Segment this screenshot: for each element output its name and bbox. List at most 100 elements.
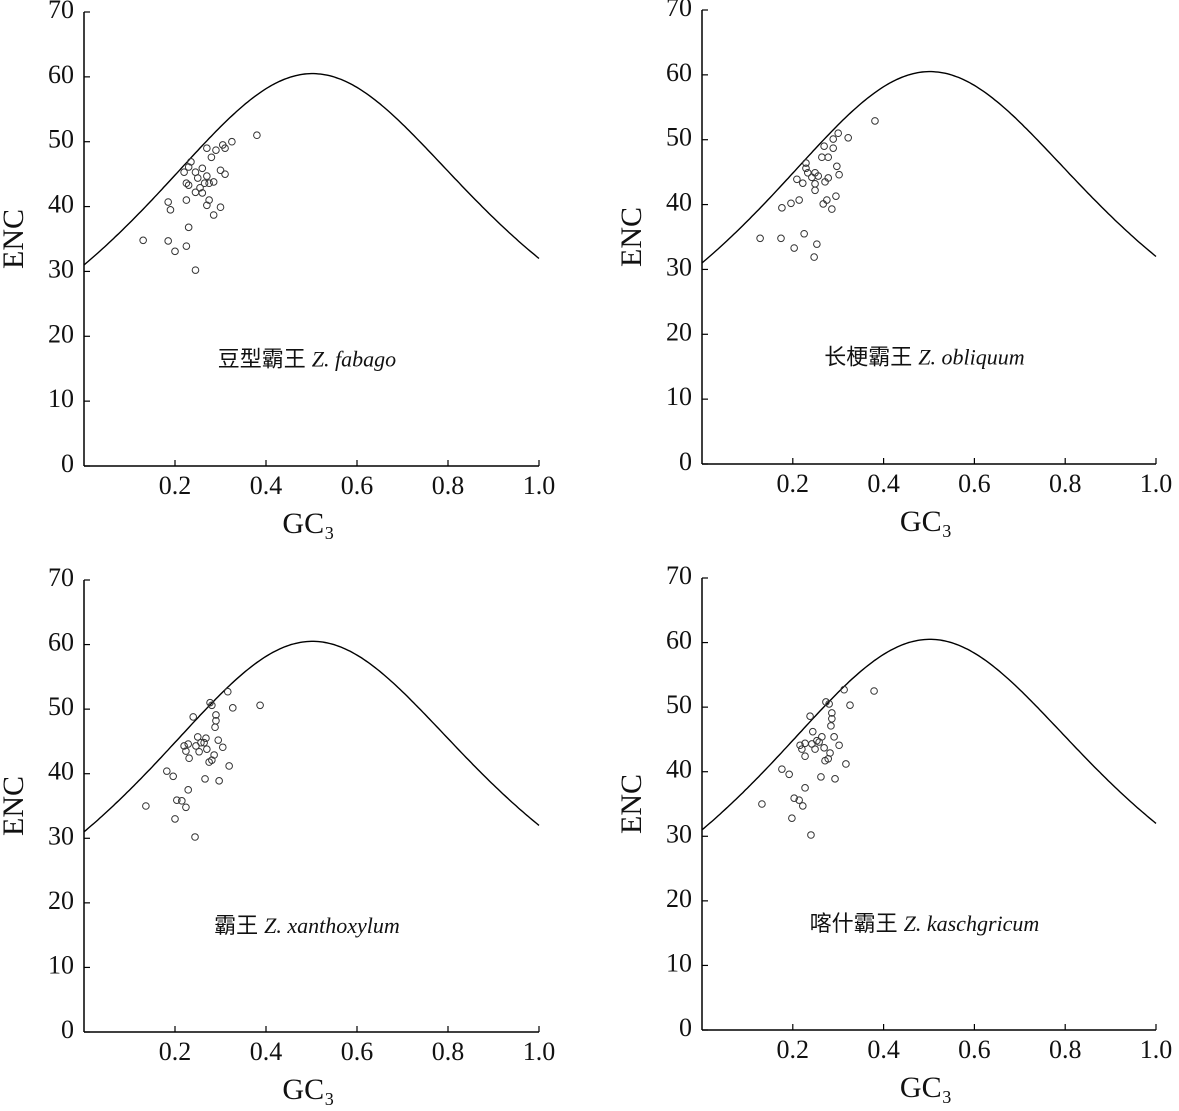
y-axis-title: ENC <box>0 776 30 836</box>
point <box>828 205 836 213</box>
point <box>833 162 841 171</box>
point <box>171 247 179 256</box>
y-tick-label: 40 <box>666 188 692 217</box>
point <box>184 181 193 189</box>
point <box>821 756 829 765</box>
x-tick-label: 0.8 <box>432 471 465 500</box>
point <box>846 701 854 710</box>
expected-curve <box>701 70 1157 264</box>
point <box>790 794 798 802</box>
point <box>778 204 786 212</box>
point <box>180 168 188 176</box>
y-tick-label: 10 <box>48 384 74 413</box>
y-tick-label: 30 <box>666 252 692 281</box>
point <box>200 179 209 188</box>
point <box>807 831 815 839</box>
x-tick-label: 0.4 <box>867 1035 900 1064</box>
point <box>163 767 171 775</box>
point <box>795 796 803 804</box>
y-tick-label: 70 <box>666 561 692 590</box>
annotation: 长梗霸王 Z. obliquum <box>824 345 1024 370</box>
annotation: 霸王 Z. xanthoxylum <box>214 913 400 938</box>
point <box>203 172 211 180</box>
y-tick-label: 60 <box>48 628 74 657</box>
point <box>212 716 220 725</box>
point <box>164 237 172 245</box>
point <box>182 803 190 812</box>
point <box>796 741 804 750</box>
point <box>195 747 203 756</box>
annotation-cn: 长梗霸王 <box>824 345 912 370</box>
point <box>831 775 839 783</box>
x-tick-label: 0.6 <box>958 1035 991 1064</box>
point <box>825 700 833 708</box>
point <box>193 174 202 182</box>
point <box>212 711 220 719</box>
point <box>139 236 147 245</box>
point <box>756 234 764 243</box>
y-tick-label: 60 <box>48 60 74 89</box>
y-tick-label: 10 <box>666 948 692 977</box>
point <box>205 179 213 188</box>
expected-curve <box>83 72 540 266</box>
y-tick-label: 60 <box>666 58 692 87</box>
point <box>202 734 210 743</box>
point <box>228 704 237 712</box>
point <box>826 749 834 757</box>
y-tick-label: 20 <box>666 884 692 913</box>
annotation-cn: 豆型霸王 <box>218 347 306 372</box>
point <box>817 773 825 781</box>
point <box>201 775 209 783</box>
y-tick-label: 40 <box>48 190 74 219</box>
y-tick-label: 0 <box>679 1013 692 1042</box>
point <box>180 742 188 750</box>
y-axis-title: ENC <box>615 774 648 834</box>
point <box>835 741 843 750</box>
point <box>801 784 809 792</box>
x-tick-label: 0.2 <box>777 1035 810 1064</box>
y-tick-label: 40 <box>48 757 74 786</box>
y-tick-label: 0 <box>679 447 692 476</box>
point <box>216 166 225 175</box>
point <box>182 196 191 204</box>
y-tick-label: 30 <box>666 819 692 848</box>
point <box>215 777 223 785</box>
point <box>203 201 211 210</box>
point <box>178 797 186 805</box>
x-tick-label: 0.2 <box>777 469 810 498</box>
y-tick-label: 70 <box>48 0 74 24</box>
panel: 0 10 20 30 40 50 60 70 0.2 0.4 0.6 0.8 1.0 GC₃ ENC 霸王 Z.… <box>0 563 555 1106</box>
point <box>209 211 218 219</box>
point <box>203 144 211 152</box>
point <box>820 142 828 150</box>
point <box>830 733 838 741</box>
point <box>221 144 229 152</box>
point <box>803 168 812 177</box>
point <box>828 714 836 723</box>
panel: 0 10 20 30 40 50 60 70 0.2 0.4 0.6 0.8 1.0 GC₃ ENC 长梗霸王… <box>615 0 1172 538</box>
point <box>777 234 785 243</box>
x-tick-label: 1.0 <box>1140 1035 1173 1064</box>
y-tick-label: 0 <box>61 1015 74 1044</box>
point <box>184 786 192 794</box>
panel: 0 10 20 30 40 50 60 70 0.2 0.4 0.6 0.8 1.0 GC₃ ENC 豆型霸王… <box>0 0 555 540</box>
point <box>802 164 810 173</box>
x-tick-label: 0.4 <box>250 1037 283 1066</box>
annotation-species: Z. obliquum <box>918 345 1024 370</box>
y-axis-title: ENC <box>615 207 648 267</box>
y-axis-title: ENC <box>0 209 30 269</box>
point <box>798 745 806 753</box>
x-tick-label: 0.2 <box>159 471 192 500</box>
point <box>171 815 179 823</box>
point <box>834 129 843 138</box>
point <box>810 253 818 261</box>
point <box>203 745 211 753</box>
x-tick-label: 0.8 <box>1049 1035 1082 1064</box>
point <box>184 740 192 748</box>
panel: 0 10 20 30 40 50 60 70 0.2 0.4 0.6 0.8 1.0 GC₃ ENC 喀什霸王… <box>615 561 1172 1104</box>
point <box>221 170 229 178</box>
point <box>182 242 191 250</box>
point <box>829 144 838 152</box>
x-tick-label: 1.0 <box>523 471 556 500</box>
point <box>253 131 261 140</box>
